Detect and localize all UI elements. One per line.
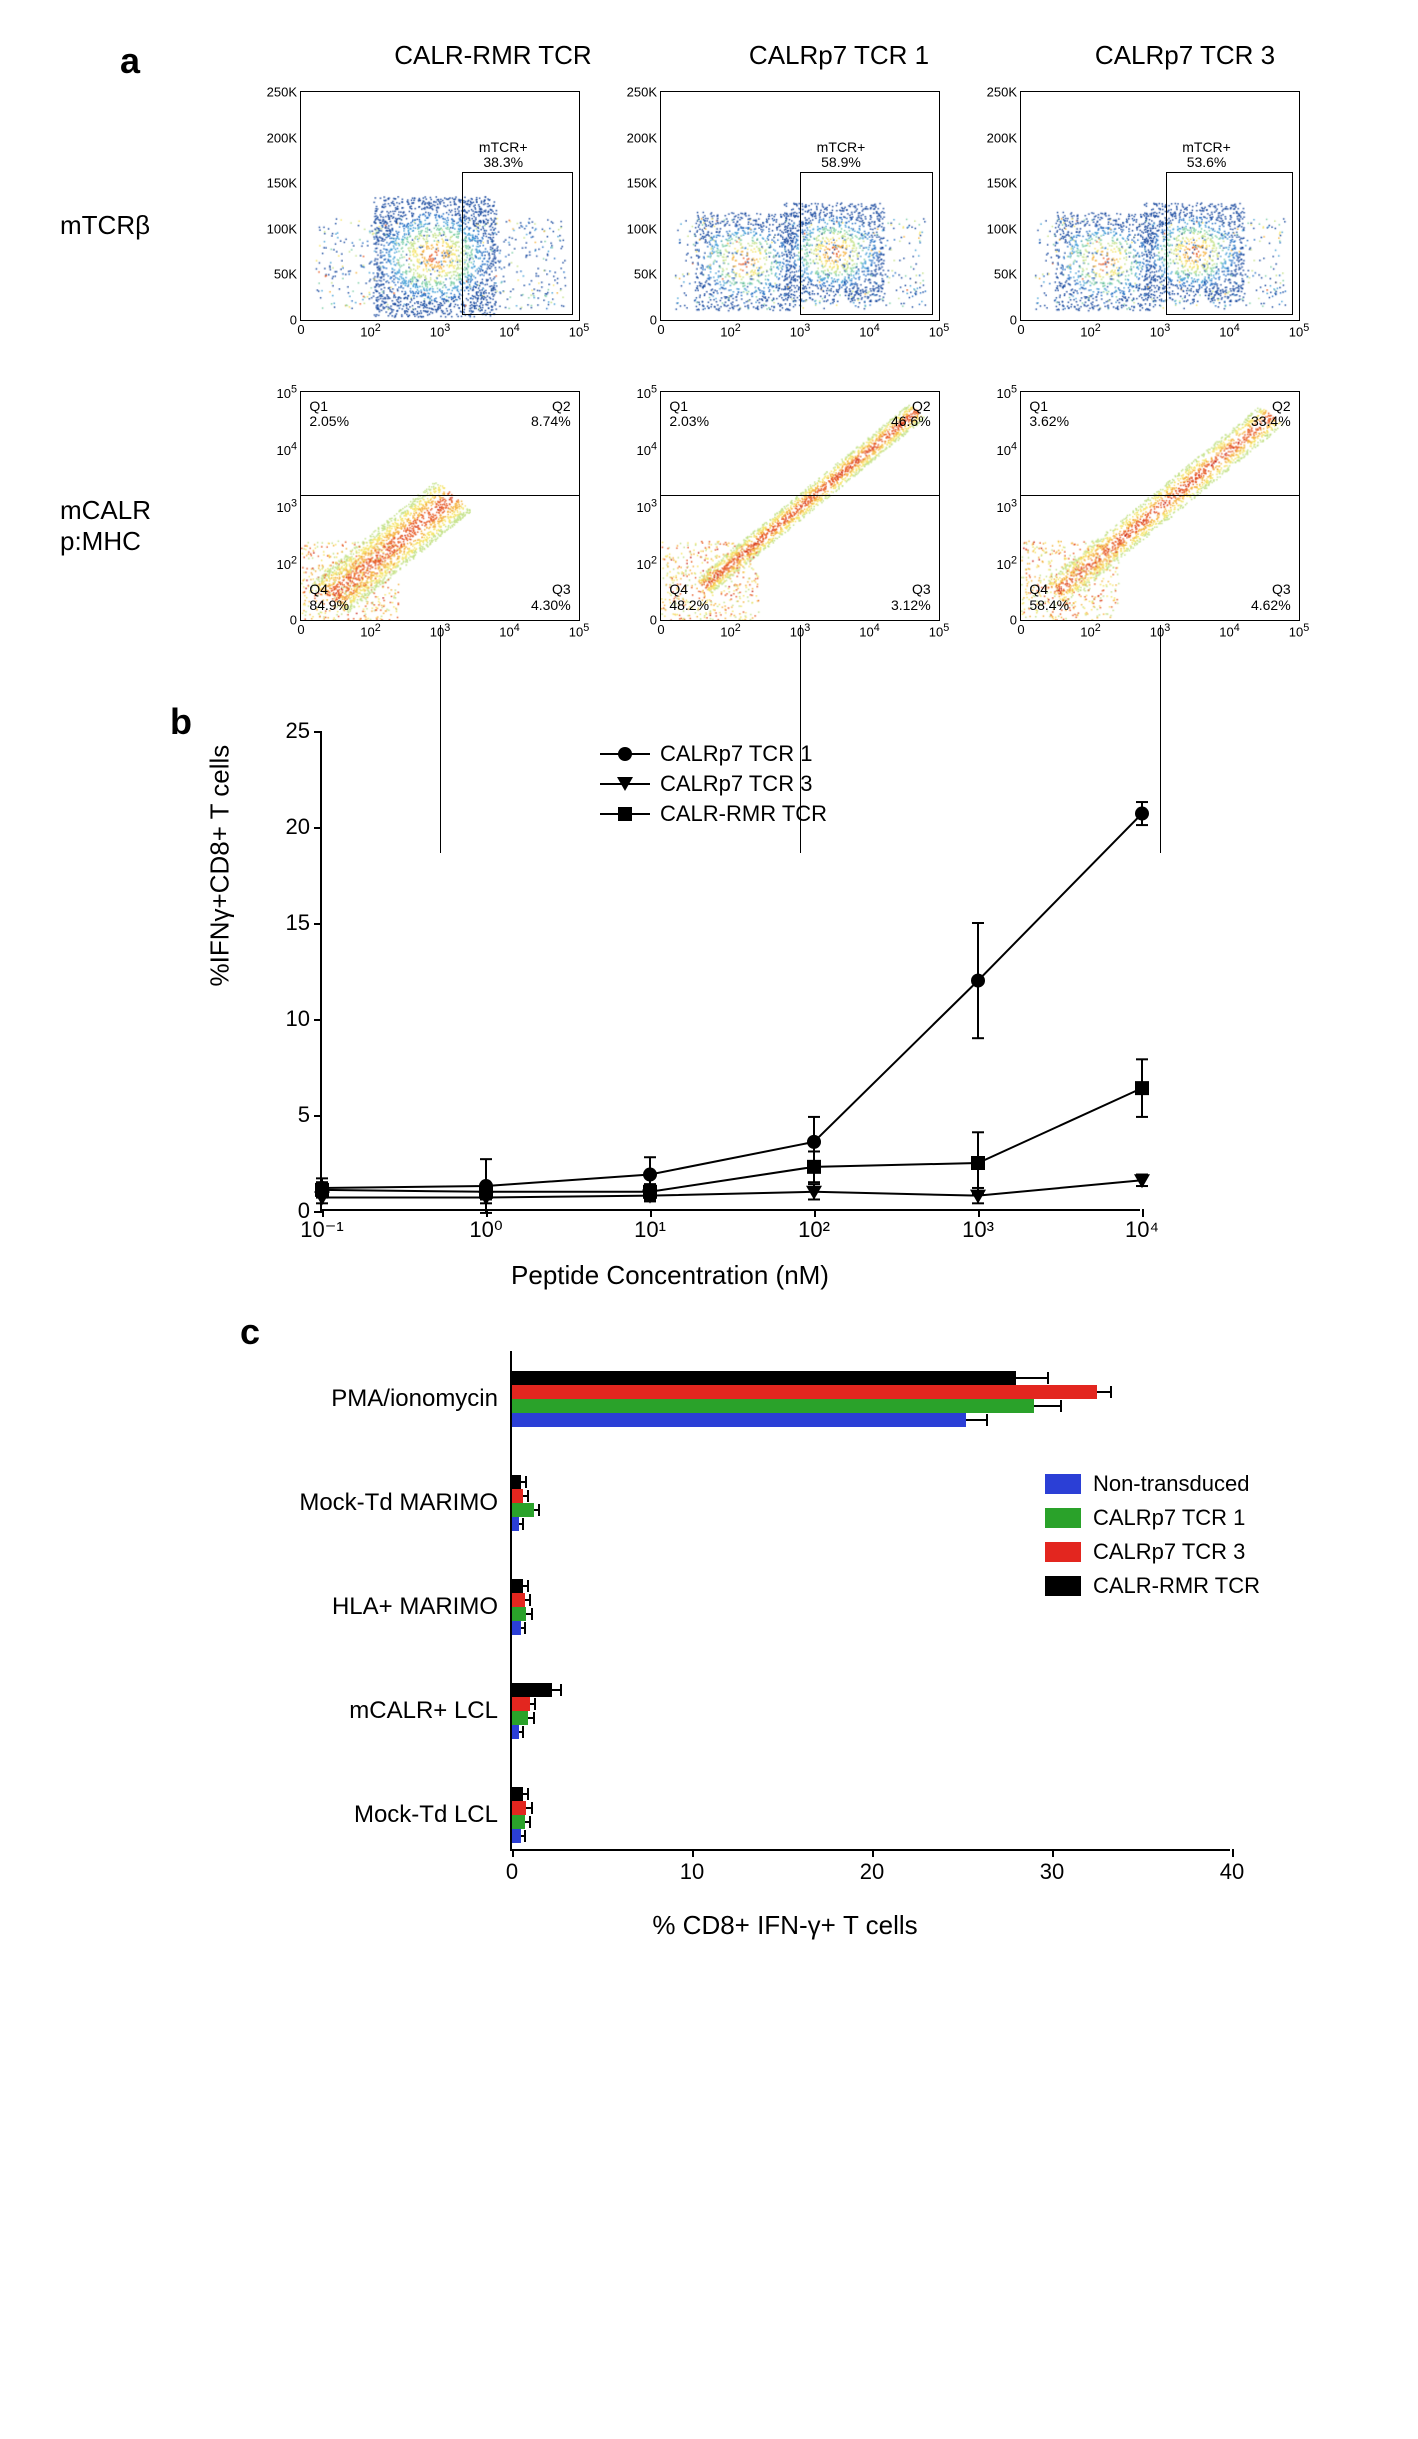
- scatter-plot: mTCR+58.9%050K100K150K200K250K0102103104…: [600, 81, 950, 371]
- col-header: CALR-RMR TCR: [320, 40, 666, 71]
- col-header: CALRp7 TCR 3: [1012, 40, 1358, 71]
- scatter-plot: Q13.62%Q233.4%Q34.62%Q458.4%001021021031…: [960, 381, 1310, 671]
- row-label: mTCRβ: [60, 210, 240, 241]
- bar: [512, 1475, 521, 1489]
- legend-item: CALR-RMR TCR: [1045, 1573, 1260, 1599]
- figure: a CALR-RMR TCR CALRp7 TCR 1 CALRp7 TCR 3…: [0, 0, 1418, 1981]
- panel-a-row2: mCALRp:MHC Q12.05%Q28.74%Q34.30%Q484.9%0…: [60, 381, 1358, 671]
- bar: [512, 1607, 526, 1621]
- bar: [512, 1517, 519, 1531]
- panel-c-x-label: % CD8+ IFN-γ+ T cells: [652, 1910, 917, 1941]
- bar: [512, 1801, 526, 1815]
- bar: [512, 1697, 530, 1711]
- bar: [512, 1399, 1034, 1413]
- legend-item: CALRp7 TCR 1: [600, 741, 827, 767]
- panel-c: c 010203040PMA/ionomycinMock-Td MARIMOHL…: [180, 1321, 1280, 1941]
- bar: [512, 1503, 534, 1517]
- panel-b-legend: CALRp7 TCR 1 CALRp7 TCR 3 CALR-RMR TCR: [600, 741, 827, 831]
- bar: [512, 1579, 523, 1593]
- bar: [512, 1725, 519, 1739]
- panel-a-label: a: [120, 40, 140, 82]
- scatter-plot: mTCR+38.3%050K100K150K200K250K0102103104…: [240, 81, 590, 371]
- panel-b-x-label: Peptide Concentration (nM): [511, 1260, 829, 1291]
- legend-item: Non-transduced: [1045, 1471, 1260, 1497]
- scatter-plot: Q12.03%Q246.6%Q33.12%Q448.2%001021021031…: [600, 381, 950, 671]
- bar: [512, 1371, 1016, 1385]
- bar: [512, 1829, 521, 1843]
- scatter-plot: mTCR+53.6%050K100K150K200K250K0102103104…: [960, 81, 1310, 371]
- legend-item: CALRp7 TCR 1: [1045, 1505, 1260, 1531]
- category-label: mCALR+ LCL: [349, 1697, 498, 1725]
- panel-a-row1: mTCRβ mTCR+38.3%050K100K150K200K250K0102…: [60, 81, 1358, 371]
- legend-item: CALRp7 TCR 3: [1045, 1539, 1260, 1565]
- category-label: Mock-Td MARIMO: [299, 1489, 498, 1517]
- row-label: mCALRp:MHC: [60, 495, 240, 557]
- bar: [512, 1621, 521, 1635]
- panel-c-label: c: [240, 1311, 260, 1353]
- bar: [512, 1593, 525, 1607]
- category-label: HLA+ MARIMO: [332, 1593, 498, 1621]
- col-header: CALRp7 TCR 1: [666, 40, 1012, 71]
- category-label: PMA/ionomycin: [331, 1385, 498, 1413]
- bar: [512, 1385, 1097, 1399]
- bar: [512, 1787, 523, 1801]
- panel-b-y-label: %IFNγ+CD8+ T cells: [205, 745, 236, 987]
- scatter-plot: Q12.05%Q28.74%Q34.30%Q484.9%001021021031…: [240, 381, 590, 671]
- bar: [512, 1489, 523, 1503]
- panel-a-col-headers: CALR-RMR TCR CALRp7 TCR 1 CALRp7 TCR 3: [320, 40, 1358, 71]
- legend-item: CALR-RMR TCR: [600, 801, 827, 827]
- bar: [512, 1683, 552, 1697]
- legend-item: CALRp7 TCR 3: [600, 771, 827, 797]
- bar: [512, 1413, 966, 1427]
- bar: [512, 1711, 528, 1725]
- panel-b-label: b: [170, 701, 192, 743]
- bar: [512, 1815, 525, 1829]
- panel-b: b %IFNγ+CD8+ T cells 051015202510⁻¹10⁰10…: [180, 711, 1160, 1291]
- category-label: Mock-Td LCL: [354, 1801, 498, 1829]
- panel-c-legend: Non-transduced CALRp7 TCR 1 CALRp7 TCR 3 CA…: [1045, 1471, 1260, 1607]
- panel-a: a CALR-RMR TCR CALRp7 TCR 1 CALRp7 TCR 3…: [60, 40, 1358, 671]
